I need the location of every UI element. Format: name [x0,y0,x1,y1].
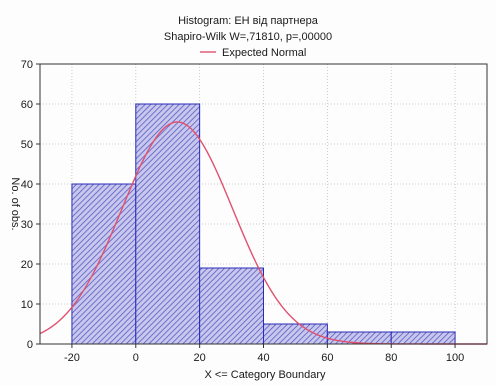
y-axis-label: No. of obs. [9,177,21,230]
bar-2 [199,267,264,345]
legend-label-expected-normal: Expected Normal [222,47,306,59]
x-tick-label: -20 [64,352,80,364]
y-axis: 0 10 20 30 40 50 60 70 [21,59,40,351]
legend: Expected Normal [200,47,306,59]
x-tick-label: 80 [385,352,397,364]
chart-subtitle: Shapiro-Wilk W=,71810, p=,00000 [164,31,332,43]
y-tick-label: 60 [21,99,33,111]
y-tick-label: 40 [21,179,33,191]
bar-4 [326,331,392,345]
y-tick-label: 0 [27,339,33,351]
gridlines [40,64,487,344]
bars [71,103,456,345]
y-tick-label: 10 [21,299,33,311]
x-tick-label: 0 [133,352,139,364]
x-tick-label: 20 [194,352,206,364]
chart-title: Histogram: ЕН від партнера [178,15,319,27]
x-tick-label: 40 [257,352,269,364]
x-axis: -20 0 20 40 60 80 100 [64,344,464,364]
y-tick-label: 70 [21,59,33,71]
bar-0 [71,183,137,345]
y-tick-label: 50 [21,139,33,151]
y-tick-label: 20 [21,259,33,271]
y-tick-label: 30 [21,219,33,231]
bar-1 [135,103,201,345]
bar-5 [390,331,456,345]
x-axis-label: X <= Category Boundary [204,369,326,381]
bar-3 [263,323,328,345]
x-tick-label: 60 [321,352,333,364]
x-tick-label: 100 [446,352,464,364]
